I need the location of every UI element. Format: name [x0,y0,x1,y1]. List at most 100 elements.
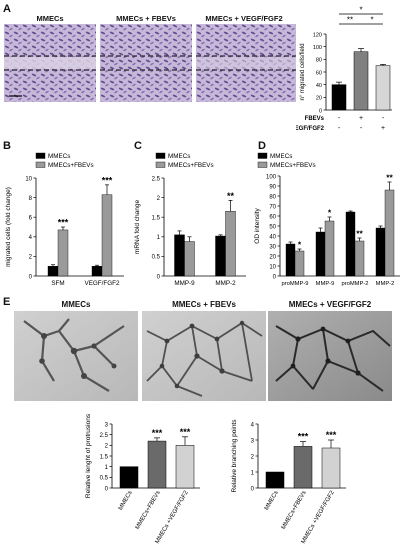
significance-label: *** [102,175,113,185]
y-tick-label: 0.5 [152,255,161,261]
panel-a-title-2: MMECs + FBEVs [116,14,176,23]
y-tick-label: 120 [313,32,322,38]
y-axis-label: OD intensity [254,208,261,244]
significance-label: *** [152,428,163,438]
significance-label: * [370,16,373,25]
y-tick-label: 90 [269,184,276,190]
y-tick-label: 80 [269,194,276,200]
y-tick-label: 2 [251,454,255,460]
bar [354,240,365,277]
row-sign: - [338,125,341,132]
x-tick-label: MMECs +VEGF/FGF2 [301,489,336,544]
significance-label: ** [347,16,353,25]
legend-label: MMECs [48,153,70,160]
panel-a-title-3: MMECs + VEGF/FGF2 [205,14,283,23]
row-label: VEGF/FGF2 [296,126,325,132]
x-tick-label: MMECs [264,490,280,511]
y-tick-label: 1 [251,470,255,476]
bar [175,445,195,489]
y-tick-label: 80 [316,58,322,64]
y-tick-label: 2.5 [100,433,109,439]
y-axis-label: n° migrated cells/field [300,43,306,100]
y-tick-label: 1.5 [100,454,109,460]
panel-label-b: B [3,140,11,152]
legend-label: MMECs+FBEVs [48,162,94,169]
bar [119,466,139,489]
panel-a-title-1: MMECs [36,14,64,23]
tube-micrograph-mmecs [14,311,138,401]
y-tick-label: 2.5 [152,176,161,182]
y-tick-label: 0 [251,486,255,492]
bar [315,231,326,277]
panel-b-chart: 0 2 4 6 8 10 migrated cells (fold change) MMECs… [5,152,124,287]
panel-e-title-1: MMECs [61,300,91,309]
significance-label: *** [58,218,69,228]
panel-e-protrusion-chart: 0 0.5 1 1.5 2 2.5 3 Relative lenght of protrusi… [85,413,200,545]
legend-swatch [155,152,166,159]
x-tick-label: MMECs+FBEVs [135,490,162,531]
panel-c-chart: 0 0.5 1 1.5 2 2.5 mRNA fold change MMECs MMECs+F… [134,152,246,287]
significance-label: ** [227,191,235,201]
x-tick-label: MMP-2 [376,281,395,287]
legend-swatch [257,152,268,159]
y-tick-label: 20 [269,254,276,260]
bar [184,241,195,277]
y-axis-label: migrated cells (fold change) [5,187,12,267]
y-tick-label: 0 [157,274,161,280]
y-tick-label: 100 [313,45,322,51]
x-tick-label: MMP-9 [174,280,195,287]
y-axis-label: mRNA fold change [134,200,141,255]
bar [101,194,113,277]
legend-label: MMECs+FBEVs [168,162,214,169]
panel-d-chart: 0 10 20 30 40 50 60 70 80 90 100 OD intensity MMECs M… [254,152,400,287]
x-tick-label: VEGF/FGF2 [85,280,120,287]
y-tick-label: 2 [105,444,109,450]
bar [294,250,305,277]
y-axis-label: Relative branching points [231,419,238,493]
row-sign: - [360,125,363,132]
panel-label-a: A [3,3,11,15]
row-sign: - [338,115,341,122]
panel-label-e: E [3,296,11,308]
y-tick-label: 50 [269,224,276,230]
significance-label: *** [326,430,337,440]
x-tick-label: proMMP-2 [341,281,368,287]
bar [384,189,395,277]
y-tick-label: 40 [269,234,276,240]
legend-swatch [257,161,268,168]
y-tick-label: 8 [29,196,33,202]
y-tick-label: 0 [29,274,33,280]
micrograph-mmecs [4,24,96,102]
row-sign: + [381,125,385,132]
bar [47,265,59,277]
legend-swatch [35,161,46,168]
x-tick-label: MMECs +VEGF/FGF2 [155,489,190,544]
y-tick-label: 60 [316,70,322,76]
y-tick-label: 10 [269,264,276,270]
y-tick-label: 3 [105,422,109,428]
significance-label: * [298,240,302,250]
bar [174,234,185,277]
panel-a-micrographs [4,24,296,102]
legend-swatch [35,152,46,159]
bar [331,84,347,111]
x-tick-label: MMECs+FBEVs [281,490,308,531]
y-tick-label: 0 [273,274,277,280]
bar [293,446,313,489]
y-tick-label: 2 [157,196,161,202]
bar [285,243,296,277]
significance-label: *** [298,432,309,442]
micrograph-mmecs-fbevs [100,24,192,102]
y-tick-label: 0.5 [100,476,109,482]
tube-micrograph-mmecs-fbevs [142,311,266,401]
micrograph-mmecs-vegf [196,24,296,102]
bar [321,447,341,489]
tube-micrograph-mmecs-vegf [268,311,392,401]
significance-label: ** [356,229,363,239]
row-label: FBEVs [305,116,325,122]
x-tick-label: MMP-2 [215,280,236,287]
y-tick-label: 4 [251,422,255,428]
significance-label: * [359,6,362,15]
x-tick-label: MMP-9 [316,281,335,287]
